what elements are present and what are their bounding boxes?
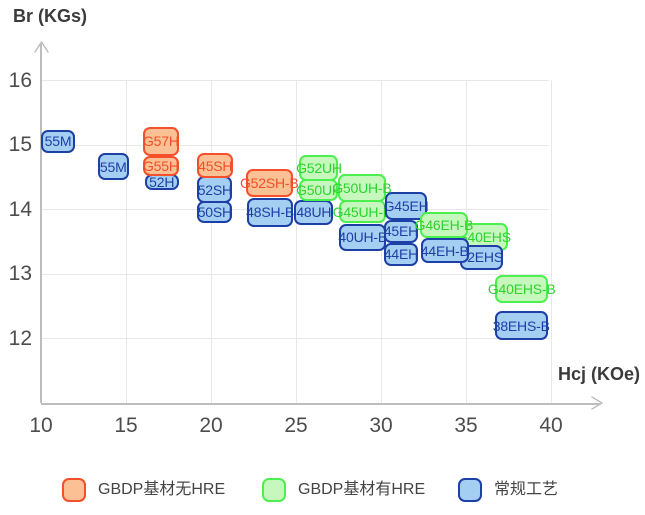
grade-box-45sh: 45SH [197,152,234,179]
grade-box-g52uh: G52UH [296,154,342,181]
grade-box-g55h: G55H [143,156,179,177]
legend-label-conventional: 常规工艺 [494,481,559,498]
x-tick-label: 30 [369,414,393,437]
x-tick-label: 25 [284,414,308,437]
y-tick-label: 12 [8,326,32,350]
grade-box-40uh-b: 40UH-B [338,224,387,251]
x-axis-arrow-icon [591,396,603,410]
grade-box-50sh: 50SH [197,200,233,224]
legend-item-conventional[interactable]: 常规工艺 [458,478,558,502]
h-gridline [41,144,549,146]
grade-box-44eh-b: 44EH-B [421,237,469,264]
grade-box-g50uh-b: G50UH-B [332,173,392,203]
grade-box-g45eh: G45EH [384,191,429,220]
v-gridline [126,80,127,403]
grade-box-g52sh-b: G52SH-B [240,168,299,197]
grade-box-55m-2: 55M [97,152,129,181]
grade-box-52sh: 52SH [197,176,233,204]
h-gridline [41,80,549,81]
y-tick-label: 13 [8,262,32,286]
grade-box-g40ehs-b: G40EHS-B [488,275,556,303]
grade-box-55m: 55M [41,129,75,153]
grade-box-g57h: G57H [143,126,179,157]
legend-swatch-gbdp-hre [262,478,286,502]
h-gridline [41,273,549,275]
legend-label-gbdp-hre: GBDP基材有HRE [298,481,426,498]
grade-box-g46eh-b: G46EH-B [415,211,473,239]
grade-box-38ehs-b: 38EHS-B [493,311,550,341]
y-tick-label: 14 [8,197,32,221]
v-gridline [551,80,552,403]
grade-box-48uh: 48UH [294,199,334,225]
legend-swatch-gbdp-no-hre [62,478,86,502]
y-axis-line [40,44,42,403]
v-gridline [296,80,297,403]
grade-box-48sh-b: 48SH-B [246,198,294,227]
x-axis-line [41,403,600,405]
x-tick-label: 40 [539,414,563,437]
y-axis-arrow-icon [34,41,49,53]
x-tick-label: 10 [29,414,53,437]
legend-item-gbdp-hre[interactable]: GBDP基材有HRE [262,478,425,502]
y-tick-label: 15 [8,133,32,157]
legend-item-gbdp-no-hre[interactable]: GBDP基材无HRE [62,478,225,502]
legend-swatch-conventional [458,478,482,502]
x-tick-label: 35 [454,414,478,437]
y-tick-label: 16 [8,68,32,92]
grade-box-g45uh-b: G45UH-B [333,200,392,224]
grade-box-g50uh: G50UH [296,178,342,202]
x-tick-label: 15 [114,414,138,437]
grade-box-45eh: 45EH [384,219,418,244]
legend-label-gbdp-no-hre: GBDP基材无HRE [98,481,226,498]
grade-box-44eh: 44EH [384,242,418,267]
grade-box-52h: 52H [144,174,179,191]
y-axis-title: Br (KGs) [13,6,88,26]
h-gridline [41,338,549,340]
v-gridline [211,80,212,403]
x-axis-title: Hcj (KOe) [557,364,640,384]
x-tick-label: 20 [199,414,223,437]
